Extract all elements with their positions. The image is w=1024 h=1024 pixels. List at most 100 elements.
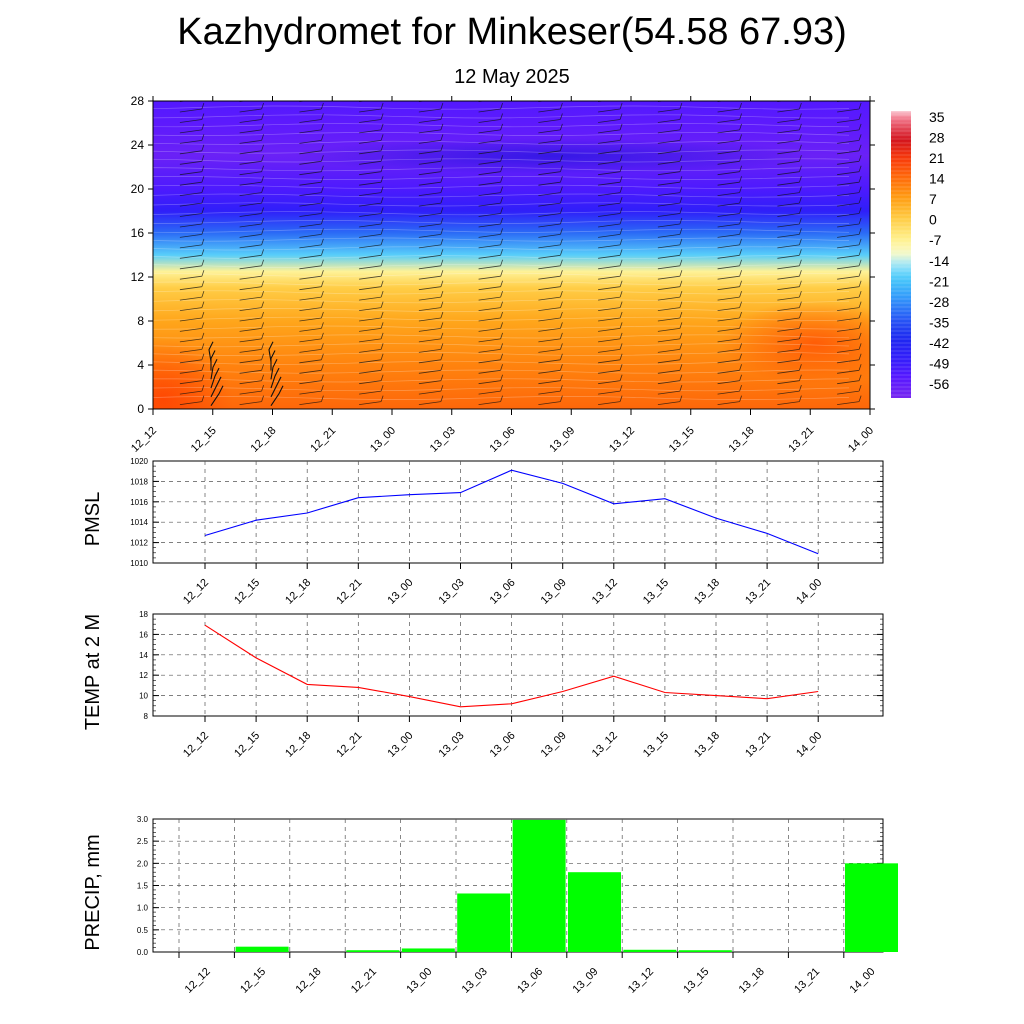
- wind-barb: [299, 353, 324, 364]
- wind-barb: [717, 217, 742, 228]
- wind-barb: [657, 238, 683, 249]
- wind-barb: [598, 144, 623, 155]
- isotherm-line: [153, 123, 850, 128]
- wind-barb: [777, 144, 802, 155]
- colorbar-label: -21: [929, 273, 949, 289]
- wind-barb: [239, 384, 264, 395]
- x-tick-label: 14_00: [794, 577, 824, 607]
- wind-barb: [717, 228, 742, 238]
- wind-barb: [717, 155, 742, 165]
- precip-bar: [401, 948, 455, 952]
- colorbar-label: 35: [929, 109, 945, 125]
- x-tick-label: 12_12: [183, 966, 213, 996]
- wind-barb: [657, 395, 683, 405]
- wind-barb: [598, 217, 623, 228]
- x-tick-label: 13_03: [437, 730, 467, 760]
- wind-barb: [299, 217, 324, 228]
- wind-barb: [179, 207, 205, 217]
- wind-barb: [478, 322, 503, 332]
- wind-barb: [538, 102, 563, 113]
- x-tick-label: 13_09: [571, 966, 601, 996]
- wind-barb: [239, 238, 264, 249]
- wind-barb: [239, 101, 247, 102]
- x-tick-label: 13_18: [692, 730, 722, 760]
- wind-barb: [837, 249, 862, 259]
- colorbar-label: 0: [929, 212, 937, 228]
- wind-barb: [538, 176, 563, 186]
- wind-barb: [598, 270, 623, 280]
- wind-barb: [299, 301, 324, 311]
- wind-barb: [239, 353, 264, 364]
- wind-barb: [359, 176, 384, 186]
- wind-barb: [478, 134, 503, 144]
- y-tick-label: 16: [139, 630, 148, 639]
- wind-barb: [418, 270, 444, 280]
- isotherm-line: [153, 352, 850, 356]
- wind-barb: [598, 155, 623, 165]
- wind-barb: [239, 155, 264, 165]
- wind-barb: [179, 322, 205, 332]
- wind-barb: [179, 134, 205, 144]
- wind-barb: [657, 290, 683, 301]
- wind-barb: [538, 238, 563, 249]
- colorbar: 35 28 21 14 7 0 -7 -14 -21 -28 -35 -42 -49 -56: [891, 109, 949, 398]
- isotherm-line: [153, 167, 850, 172]
- wind-barb: [717, 238, 742, 249]
- wind-barb: [418, 395, 444, 405]
- wind-barb: [239, 228, 264, 238]
- wind-barb: [837, 353, 862, 364]
- wind-barb: [239, 123, 264, 134]
- y-tick-label: 8: [137, 314, 144, 328]
- wind-barb: [837, 384, 862, 395]
- isotherm-line: [153, 290, 850, 295]
- wind-barb: [837, 155, 862, 165]
- wind-barb: [418, 228, 444, 238]
- wind-barb: [239, 343, 264, 353]
- wind-barb: [359, 343, 384, 353]
- wind-barb: [777, 374, 802, 385]
- wind-barb: [598, 343, 623, 353]
- wind-barb: [657, 249, 683, 259]
- temperature-cross-section: 0 4 8 12 16 20 24 28 12_12 12_15 12_18 12_21 13_00 13…: [129, 94, 876, 455]
- plot-frame: [152, 460, 884, 564]
- y-tick-label: 14: [139, 651, 148, 660]
- chart-subtitle: 12 May 2025: [454, 66, 570, 88]
- isotherm-line: [153, 343, 850, 348]
- wind-barb: [359, 353, 384, 364]
- wind-barb: [777, 217, 802, 228]
- x-tick-label: 13_00: [368, 425, 398, 455]
- wind-barb: [657, 259, 683, 270]
- isotherm-line: [153, 334, 850, 339]
- isotherm-line: [153, 272, 850, 277]
- wind-barb: [717, 322, 742, 332]
- wind-barb: [478, 123, 503, 134]
- wind-barb: [837, 228, 862, 238]
- wind-barb: [359, 207, 384, 217]
- wind-barb: [359, 228, 384, 238]
- y-tick-label: 2.0: [137, 859, 149, 868]
- wind-barb: [657, 123, 683, 134]
- wind-barb: [418, 144, 444, 155]
- wind-barb: [538, 144, 563, 155]
- wind-barb: [299, 102, 324, 113]
- wind-barb: [270, 376, 282, 398]
- x-tick-label: 13_18: [692, 577, 722, 607]
- wind-barb: [418, 207, 444, 217]
- wind-barb: [837, 290, 862, 301]
- wind-barb: [837, 207, 862, 217]
- wind-barb: [418, 332, 444, 343]
- wind-barb: [657, 134, 683, 144]
- wind-barb: [208, 341, 214, 362]
- isotherm-line: [153, 158, 850, 163]
- y-tick-label: 2.5: [137, 837, 149, 846]
- wind-barb: [179, 374, 205, 385]
- wind-barb: [598, 102, 623, 113]
- wind-barb: [478, 155, 503, 165]
- wind-barb: [239, 165, 264, 176]
- isotherm-line: [153, 299, 850, 304]
- x-tick-label: 13_00: [404, 966, 434, 996]
- wind-barb: [837, 123, 862, 134]
- wind-barb: [418, 249, 444, 259]
- wind-barb: [299, 238, 324, 249]
- wind-barb: [179, 123, 205, 134]
